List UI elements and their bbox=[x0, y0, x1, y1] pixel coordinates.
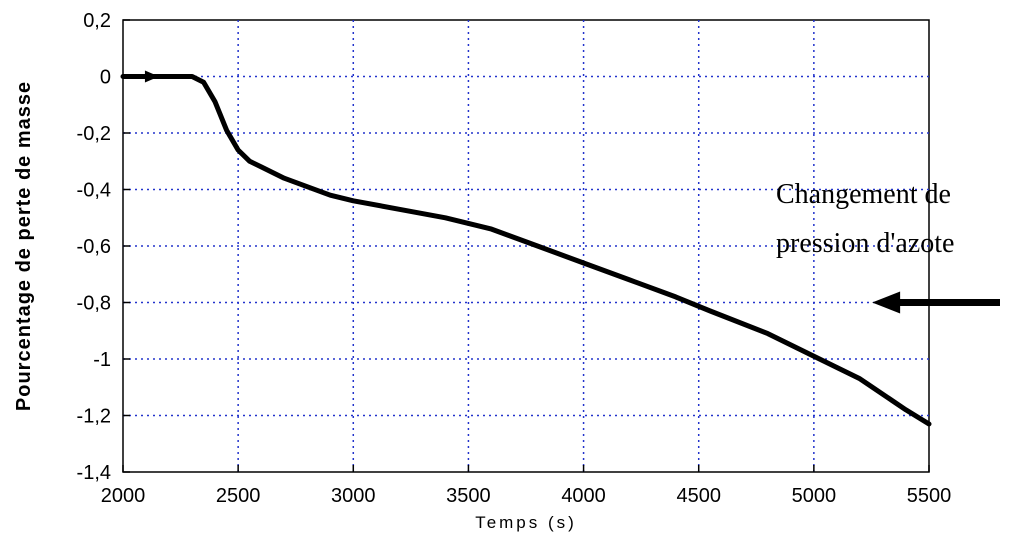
y-axis-ticks: 0,2 0 -0,2 -0,4 -0,6 -0,8 -1 -1,2 -1,4 bbox=[77, 10, 130, 484]
grid bbox=[123, 20, 929, 472]
annotation-line-1: Changement de bbox=[776, 179, 951, 210]
y-axis-label: Pourcentage de perte de masse bbox=[13, 81, 35, 411]
x-tick-label: 3000 bbox=[331, 485, 376, 507]
y-tick-label: -1 bbox=[93, 349, 111, 371]
y-tick-label: -1,4 bbox=[77, 462, 111, 484]
y-tick-label: -1,2 bbox=[77, 406, 111, 428]
x-tick-label: 5000 bbox=[792, 485, 837, 507]
x-axis-ticks: 2000 2500 3000 3500 4000 4500 5000 5500 bbox=[101, 465, 952, 507]
x-tick-label: 4000 bbox=[561, 485, 606, 507]
annotation-line-2: pression d'azote bbox=[776, 228, 954, 259]
x-tick-label: 2000 bbox=[101, 485, 146, 507]
x-axis-label: Temps (s) bbox=[475, 513, 577, 532]
x-tick-label: 3500 bbox=[446, 485, 491, 507]
y-tick-label: 0 bbox=[100, 67, 111, 89]
y-tick-label: -0,2 bbox=[77, 123, 111, 145]
y-tick-label: 0,2 bbox=[83, 10, 111, 32]
start-marker bbox=[144, 70, 159, 83]
series-layer bbox=[120, 70, 932, 427]
y-tick-label: -0,4 bbox=[77, 180, 111, 202]
annotation-arrow-head bbox=[872, 291, 901, 314]
y-tick-label: -0,6 bbox=[77, 236, 111, 258]
x-tick-label: 2500 bbox=[216, 485, 261, 507]
y-tick-label: -0,8 bbox=[77, 293, 111, 315]
series-line bbox=[120, 74, 932, 427]
x-tick-label: 5500 bbox=[907, 485, 952, 507]
x-tick-label: 4500 bbox=[676, 485, 721, 507]
